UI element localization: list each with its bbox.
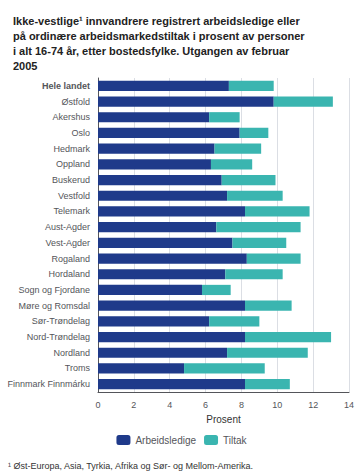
svg-text:Troms: Troms xyxy=(65,363,91,373)
svg-text:Østfold: Østfold xyxy=(61,97,90,107)
svg-text:Arbeidsledige: Arbeidsledige xyxy=(135,435,196,446)
svg-text:på ordinære arbeidsmarkedstilt: på ordinære arbeidsmarkedstiltak i prose… xyxy=(13,30,305,42)
svg-text:2005: 2005 xyxy=(13,60,37,72)
svg-text:Aust-Agder: Aust-Agder xyxy=(45,222,90,232)
svg-text:Vestfold: Vestfold xyxy=(58,191,90,201)
svg-text:8: 8 xyxy=(239,400,244,410)
svg-text:Oppland: Oppland xyxy=(56,159,90,169)
svg-text:Hordaland: Hordaland xyxy=(48,269,90,279)
svg-text:Telemark: Telemark xyxy=(53,206,90,216)
svg-text:Finnmark Finnmárku: Finnmark Finnmárku xyxy=(7,379,90,389)
svg-text:Prosent: Prosent xyxy=(206,414,241,425)
svg-text:i alt 16-74 år, etter bostedsf: i alt 16-74 år, etter bostedsfylke. Utga… xyxy=(13,45,290,57)
svg-text:Buskerud: Buskerud xyxy=(52,175,90,185)
svg-text:10: 10 xyxy=(272,400,282,410)
svg-text:Hedmark: Hedmark xyxy=(53,144,90,154)
svg-text:Ikke-vestlige¹ innvandrere reg: Ikke-vestlige¹ innvandrere registrert ar… xyxy=(13,15,300,27)
svg-text:¹ Øst-Europa, Asia, Tyrkia, Af: ¹ Øst-Europa, Asia, Tyrkia, Afrika og Sø… xyxy=(8,461,253,471)
svg-text:14: 14 xyxy=(344,400,354,410)
svg-text:Akershus: Akershus xyxy=(52,112,90,122)
svg-text:Sør-Trøndelag: Sør-Trøndelag xyxy=(32,316,90,326)
svg-text:Tiltak: Tiltak xyxy=(223,435,248,446)
svg-text:0: 0 xyxy=(95,400,100,410)
svg-text:12: 12 xyxy=(308,400,318,410)
svg-text:Sogn og Fjordane: Sogn og Fjordane xyxy=(18,285,90,295)
svg-text:Hele landet: Hele landet xyxy=(42,81,90,91)
svg-text:Møre og Romsdal: Møre og Romsdal xyxy=(18,301,90,311)
svg-text:Vest-Agder: Vest-Agder xyxy=(45,238,90,248)
svg-text:Rogaland: Rogaland xyxy=(51,254,90,264)
svg-text:6: 6 xyxy=(203,400,208,410)
svg-text:4: 4 xyxy=(167,400,172,410)
svg-text:Oslo: Oslo xyxy=(71,128,90,138)
svg-text:Nord-Trøndelag: Nord-Trøndelag xyxy=(27,332,90,342)
svg-text:2: 2 xyxy=(131,400,136,410)
svg-text:Nordland: Nordland xyxy=(53,348,90,358)
